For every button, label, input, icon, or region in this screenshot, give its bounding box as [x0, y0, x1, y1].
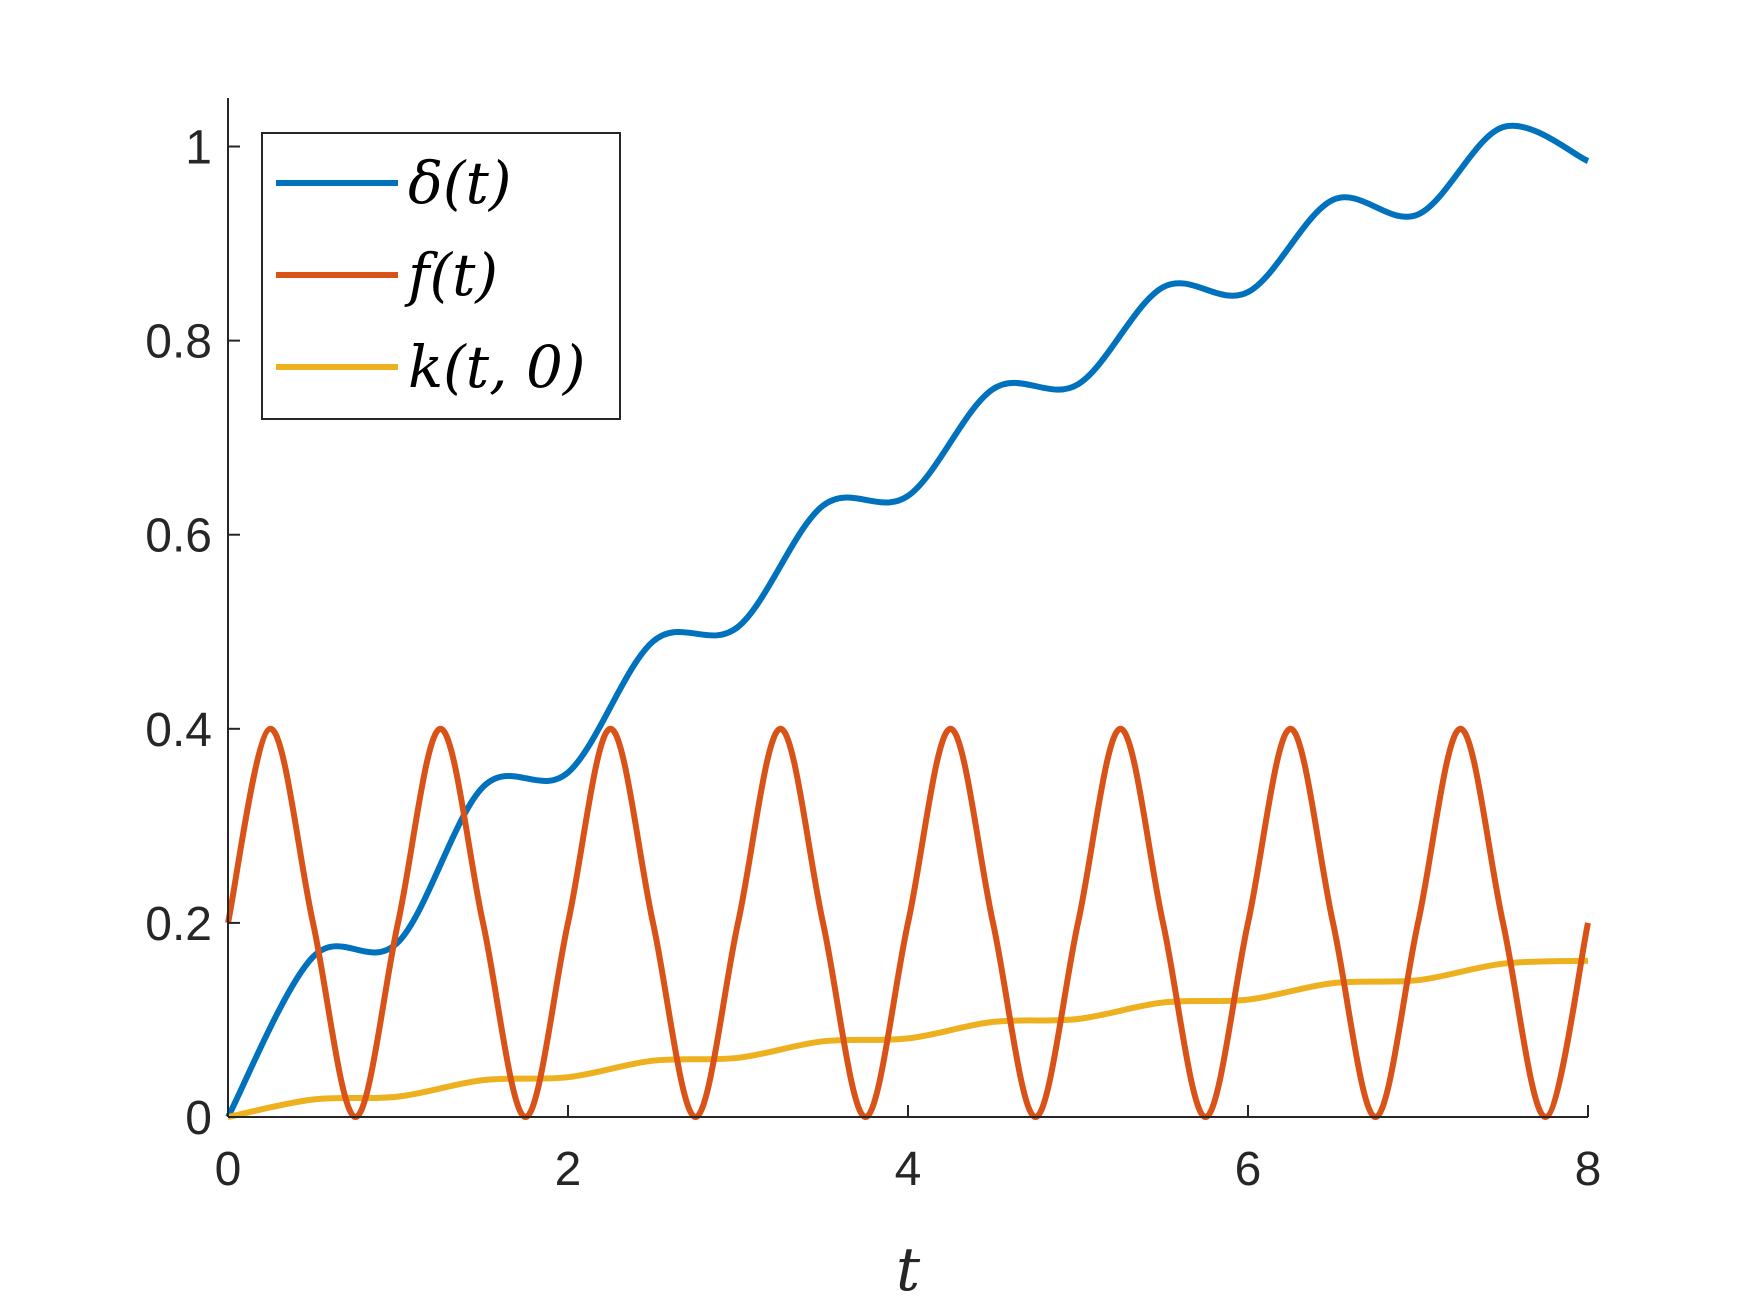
y-tick-label: 0.8 [145, 316, 212, 369]
legend-label-delta: δ(t) [408, 149, 511, 217]
y-tick-label: 0.6 [145, 510, 212, 563]
legend-label-f: f(t) [404, 241, 498, 309]
x-tick-label: 4 [895, 1143, 922, 1196]
y-tick-label: 1 [185, 122, 212, 175]
x-tick-label: 2 [555, 1143, 582, 1196]
series-line-k [227, 957, 1589, 1120]
x-tick-label: 8 [1575, 1143, 1602, 1196]
x-tick-label: 0 [215, 1143, 242, 1196]
x-tick-label: 6 [1235, 1143, 1262, 1196]
legend-label-k: k(t, 0) [408, 333, 585, 401]
series-layer [225, 122, 1591, 1120]
y-tick-label: 0 [185, 1092, 212, 1145]
x-axis-label: t [896, 1235, 921, 1305]
series-line-f [225, 725, 1591, 1120]
y-tick-label: 0.2 [145, 898, 212, 951]
legend: δ(t) f(t) k(t, 0) [261, 132, 621, 420]
y-tick-label: 0.4 [145, 704, 212, 757]
axes-layer: 0 2 4 6 8 0 0.2 0.4 0.6 0.8 1 [145, 98, 1601, 1196]
series-line-delta [225, 122, 1590, 1119]
